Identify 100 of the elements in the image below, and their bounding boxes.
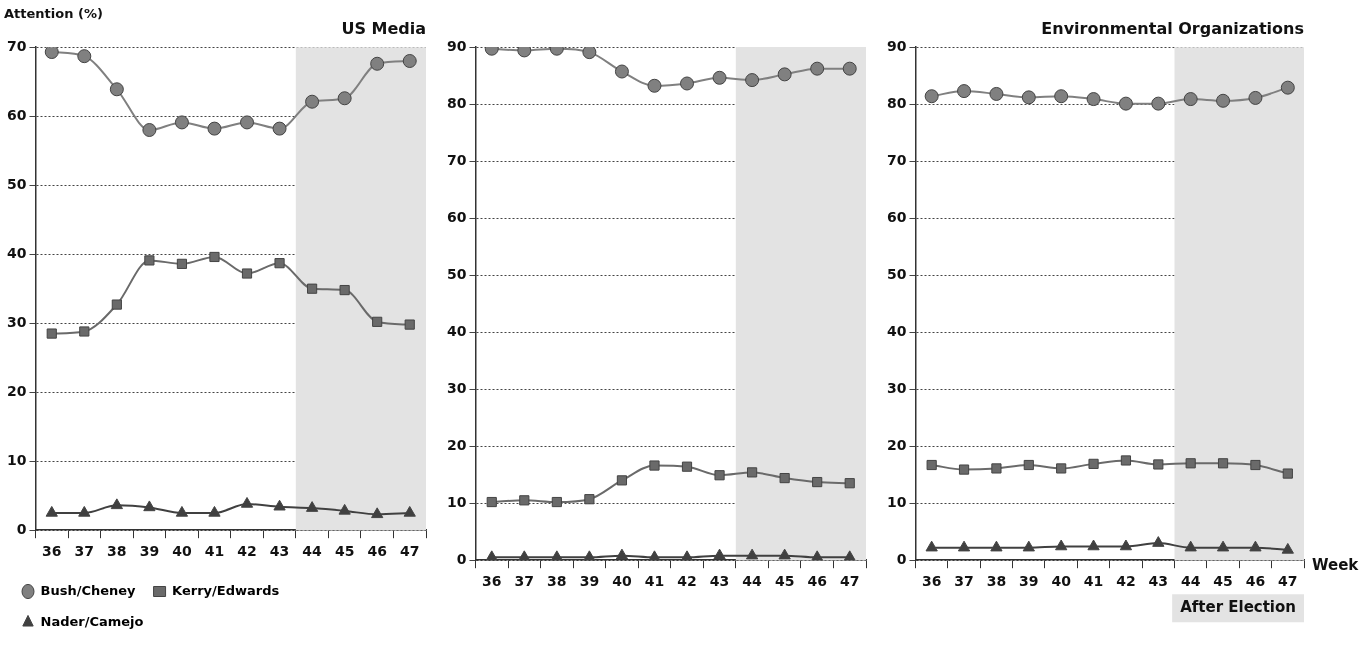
point <box>111 299 122 310</box>
point <box>1055 539 1068 551</box>
point <box>925 540 938 552</box>
point <box>240 115 255 130</box>
point <box>991 463 1002 474</box>
point <box>403 505 416 517</box>
point <box>274 258 285 269</box>
y-tick-label: 0 <box>456 550 467 567</box>
point <box>926 459 937 471</box>
point <box>241 268 253 279</box>
x-tick-label: 40 <box>172 543 192 560</box>
point <box>842 61 857 76</box>
x-tick-label: 37 <box>954 573 974 590</box>
point <box>1152 536 1165 547</box>
point <box>144 255 155 266</box>
point <box>1021 90 1036 105</box>
point <box>712 70 727 85</box>
y-tick-label: 0 <box>16 520 27 537</box>
x-tick-label: 45 <box>774 573 795 590</box>
chart-title: US Media <box>341 18 426 38</box>
point <box>550 550 563 561</box>
point <box>402 54 417 68</box>
point <box>681 461 693 472</box>
x-tick-label: 36 <box>42 543 62 560</box>
y-tick-label: 30 <box>7 313 27 330</box>
point <box>1216 540 1230 552</box>
x-tick-label: 37 <box>514 573 535 590</box>
y-tick-label: 50 <box>7 175 27 192</box>
point <box>1250 459 1261 471</box>
y-tick-label: 20 <box>7 382 27 399</box>
y-tick-label: 50 <box>887 265 907 282</box>
point <box>779 472 790 484</box>
point <box>79 326 90 337</box>
y-tick-label: 60 <box>7 106 27 123</box>
y-tick-label: 90 <box>447 37 467 54</box>
point <box>272 121 287 136</box>
point <box>307 283 318 294</box>
legend-label: Bush/Cheney <box>40 582 137 598</box>
x-tick-label: 43 <box>1148 573 1169 590</box>
point <box>649 460 660 471</box>
point <box>747 467 758 478</box>
y-tick-label: 40 <box>447 322 467 339</box>
point <box>372 316 383 327</box>
point <box>208 505 221 517</box>
y-tick-label: 20 <box>447 436 467 453</box>
x-tick-label: 39 <box>139 543 160 560</box>
x-axis-title: Week <box>1312 556 1360 575</box>
point <box>810 61 825 76</box>
point <box>273 499 286 511</box>
point <box>648 550 661 561</box>
x-tick-label: 44 <box>742 573 763 590</box>
point <box>1184 540 1197 552</box>
point <box>1023 459 1034 471</box>
point <box>305 501 319 512</box>
y-tick-label: 30 <box>887 379 907 396</box>
point <box>78 505 91 517</box>
point <box>647 78 662 93</box>
x-tick-label: 44 <box>1180 573 1201 590</box>
point <box>1086 92 1101 107</box>
point <box>110 498 123 510</box>
y-tick-label: 70 <box>887 151 907 168</box>
point <box>44 47 59 60</box>
point <box>958 464 970 475</box>
point <box>1282 468 1293 479</box>
point <box>811 550 824 561</box>
y-tick-label: 10 <box>7 451 27 468</box>
point <box>1217 458 1229 469</box>
x-tick-label: 36 <box>482 573 502 590</box>
point <box>957 540 971 552</box>
point <box>1119 539 1133 551</box>
point <box>843 550 856 561</box>
x-tick-label: 38 <box>547 573 567 590</box>
y-tick-label: 70 <box>7 37 27 54</box>
y-axis-title: Attention (%) <box>4 6 103 21</box>
y-tick-label: 60 <box>447 208 467 225</box>
x-tick-label: 41 <box>204 543 225 560</box>
point <box>143 500 156 512</box>
point <box>777 67 792 82</box>
point <box>485 550 498 561</box>
point <box>174 115 189 130</box>
point <box>1153 459 1164 470</box>
point <box>1054 89 1069 104</box>
point <box>1151 96 1166 111</box>
point <box>337 91 352 106</box>
x-tick-label: 39 <box>1019 573 1039 590</box>
point <box>176 258 188 269</box>
point <box>745 548 759 560</box>
point <box>240 496 254 508</box>
y-tick-label: 0 <box>896 550 907 567</box>
y-tick-label: 10 <box>887 493 907 510</box>
y-tick-label: 30 <box>447 379 467 396</box>
point <box>1118 96 1133 111</box>
point <box>404 319 415 330</box>
x-tick-label: 43 <box>709 573 730 590</box>
x-tick-label: 43 <box>269 543 290 560</box>
x-tick-label: 41 <box>644 573 665 590</box>
y-tick-label: 40 <box>7 244 27 261</box>
point <box>745 73 760 88</box>
y-tick-label: 50 <box>447 265 467 282</box>
band-label: After Election <box>1180 598 1297 617</box>
